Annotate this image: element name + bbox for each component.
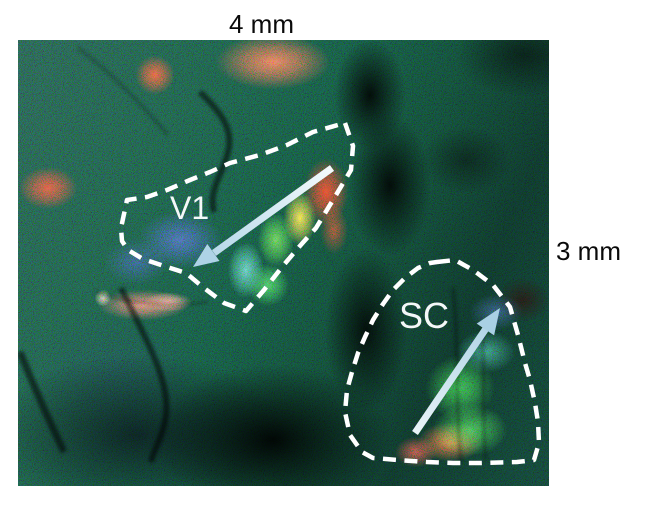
scale-label-top: 4 mm xyxy=(229,9,294,39)
annotation-overlay xyxy=(118,120,542,466)
scale-label-right: 3 mm xyxy=(556,236,621,266)
sc-label: SC xyxy=(399,295,450,336)
v1-direction-arrow xyxy=(193,165,335,267)
brain-photo: V1 SC xyxy=(18,40,549,486)
v1-label: V1 xyxy=(170,190,210,226)
sc-direction-arrow xyxy=(412,308,500,435)
sc-outline xyxy=(342,257,542,466)
v1-outline xyxy=(118,120,356,314)
